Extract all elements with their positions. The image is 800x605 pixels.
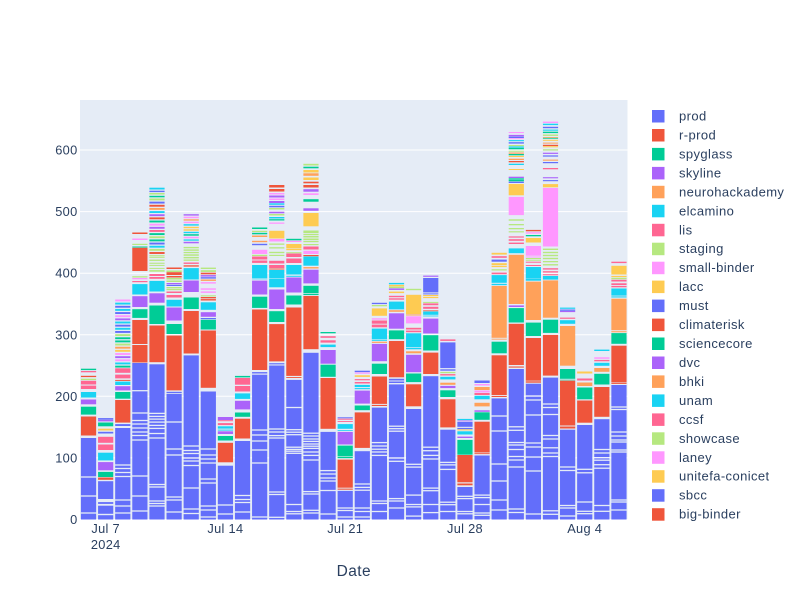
svg-text:lis: lis xyxy=(679,222,693,237)
svg-text:small-binder: small-binder xyxy=(679,260,755,275)
svg-text:400: 400 xyxy=(55,266,77,281)
svg-text:neurohackademy: neurohackademy xyxy=(679,184,784,199)
svg-text:spyglass: spyglass xyxy=(679,146,733,161)
svg-text:0: 0 xyxy=(70,512,77,527)
svg-text:Jul 21: Jul 21 xyxy=(327,521,363,536)
svg-text:200: 200 xyxy=(55,389,77,404)
svg-text:unam: unam xyxy=(679,393,713,408)
svg-text:bhki: bhki xyxy=(679,374,704,389)
svg-text:Jul 14: Jul 14 xyxy=(207,521,243,536)
svg-text:r-prod: r-prod xyxy=(679,128,716,143)
svg-text:Jul 28: Jul 28 xyxy=(447,521,483,536)
svg-text:Date: Date xyxy=(337,563,371,580)
svg-text:Jul 7: Jul 7 xyxy=(91,521,120,536)
svg-text:dvc: dvc xyxy=(679,355,701,370)
svg-text:staging: staging xyxy=(679,241,724,256)
svg-text:big-binder: big-binder xyxy=(679,507,741,522)
svg-text:300: 300 xyxy=(55,327,77,342)
svg-text:2024: 2024 xyxy=(91,537,121,552)
svg-text:unitefa-conicet: unitefa-conicet xyxy=(679,469,770,484)
svg-text:500: 500 xyxy=(55,204,77,219)
svg-text:sbcc: sbcc xyxy=(679,488,707,503)
svg-text:climaterisk: climaterisk xyxy=(679,317,745,332)
svg-text:ccsf: ccsf xyxy=(679,412,704,427)
svg-text:sciencecore: sciencecore xyxy=(679,336,753,351)
svg-text:must: must xyxy=(679,298,709,313)
svg-text:Aug 4: Aug 4 xyxy=(567,521,602,536)
svg-text:elcamino: elcamino xyxy=(679,203,734,218)
svg-text:showcase: showcase xyxy=(679,431,740,446)
svg-text:600: 600 xyxy=(55,143,77,158)
svg-text:laney: laney xyxy=(679,450,712,465)
svg-text:lacc: lacc xyxy=(679,279,704,294)
svg-text:100: 100 xyxy=(55,450,77,465)
svg-text:skyline: skyline xyxy=(679,165,722,180)
svg-text:prod: prod xyxy=(679,109,707,124)
